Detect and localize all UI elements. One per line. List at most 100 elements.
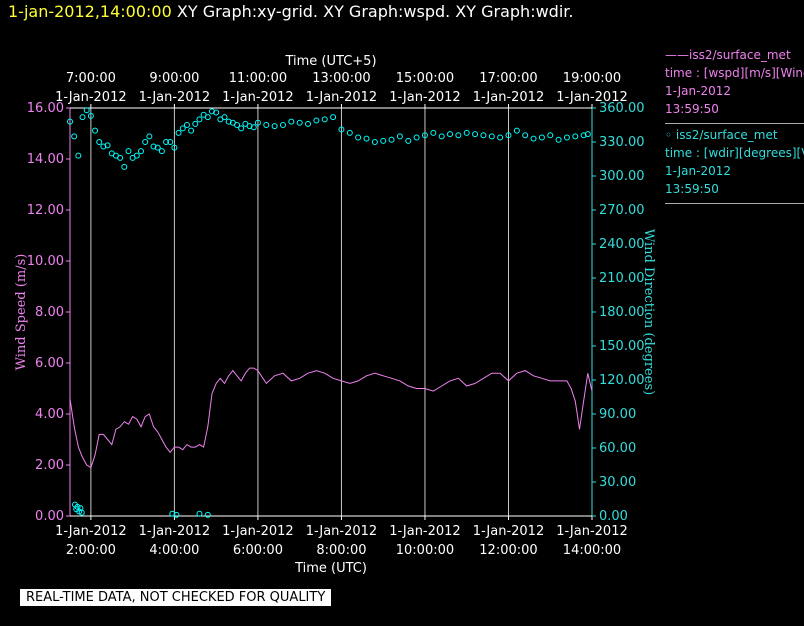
- wdir-point-21: [154, 144, 161, 151]
- legend-wspd-series-name: iss2/surface_met: [689, 48, 791, 62]
- right-tick-label-6: 180.00: [599, 305, 645, 320]
- wdir-point-19: [146, 133, 153, 140]
- right-tick-label-4: 120.00: [599, 373, 645, 388]
- top-tick-time-2: 11:00:00: [229, 71, 287, 86]
- wdir-point-77: [522, 132, 529, 139]
- wdir-point-20: [150, 143, 157, 150]
- top-tick-date-0: 1-Jan-2012: [55, 90, 127, 105]
- wdir-point-8: [100, 143, 107, 150]
- top-tick-time-6: 19:00:00: [563, 71, 621, 86]
- right-tick-label-1: 30.00: [599, 475, 636, 490]
- bottom-tick-date-5: 1-Jan-2012: [473, 524, 545, 539]
- wdir-point-76: [513, 127, 520, 134]
- wdir-point-1: [71, 133, 78, 140]
- bottom-tick-date-2: 1-Jan-2012: [222, 524, 294, 539]
- left-tick-label-1: 2.00: [35, 458, 64, 473]
- quality-notice: REAL-TIME DATA, NOT CHECKED FOR QUALITY: [20, 589, 332, 606]
- top-tick-time-1: 9:00:00: [149, 71, 199, 86]
- wdir-outlier-point-8: [196, 510, 203, 517]
- top-tick-time-5: 17:00:00: [479, 71, 537, 86]
- wdir-point-2: [75, 152, 82, 159]
- wdir-point-17: [137, 148, 144, 155]
- right-tick-label-7: 210.00: [599, 271, 645, 286]
- legend-wdir-date: 1-Jan-2012: [665, 164, 731, 178]
- wdir-point-81: [555, 136, 562, 143]
- wdir-point-74: [497, 134, 504, 141]
- left-tick-label-8: 16.00: [27, 101, 64, 116]
- wdir-point-37: [221, 114, 228, 121]
- wdir-point-35: [213, 109, 220, 116]
- wdir-point-38: [225, 118, 232, 125]
- legend-wdir-series-name: iss2/surface_met: [675, 128, 778, 142]
- wdir-point-50: [296, 119, 303, 126]
- wdir-point-47: [271, 123, 278, 130]
- legend-entry-wspd: ——iss2/surface_met time : [wspd][m/s][Wi…: [665, 46, 804, 124]
- wdir-point-14: [125, 148, 132, 155]
- wdir-point-13: [121, 163, 128, 170]
- wdir-point-4: [83, 107, 90, 114]
- left-axis-ticks: 0.00 2.00 4.00 6.00 8.00 10.00 12.00 14.00 16.00: [27, 101, 70, 524]
- wdir-point-49: [288, 118, 295, 125]
- legend-line-swatch: ——: [665, 48, 689, 62]
- header-timestamp: 1-jan-2012,14:00:00: [8, 2, 172, 21]
- right-tick-label-12: 360.00: [599, 101, 645, 116]
- wdir-point-67: [438, 133, 445, 140]
- legend-wdir-field: time : [wdir][degrees][V: [665, 146, 804, 160]
- bottom-tick-time-6: 14:00:00: [563, 543, 621, 558]
- header-graph-list: XY Graph:xy-grid. XY Graph:wspd. XY Grap…: [176, 2, 574, 21]
- wdir-point-80: [547, 132, 554, 139]
- wdir-point-70: [463, 129, 470, 136]
- top-tick-date-5: 1-Jan-2012: [473, 90, 545, 105]
- bottom-tick-date-4: 1-Jan-2012: [389, 524, 461, 539]
- bottom-tick-time-0: 2:00:00: [66, 543, 116, 558]
- right-tick-label-0: 0.00: [599, 509, 628, 524]
- wdir-point-61: [388, 136, 395, 143]
- wdir-point-58: [363, 135, 370, 142]
- top-tick-date-6: 1-Jan-2012: [556, 90, 628, 105]
- wdir-point-53: [321, 116, 328, 123]
- wdir-point-55: [338, 126, 345, 133]
- wdir-point-12: [117, 154, 124, 161]
- wdir-point-6: [92, 127, 99, 134]
- wdir-point-65: [421, 132, 428, 139]
- wdir-point-62: [396, 133, 403, 140]
- bottom-tick-time-5: 12:00:00: [479, 543, 537, 558]
- wdir-point-84: [580, 132, 587, 139]
- wdir-point-24: [167, 139, 174, 145]
- wdir-point-41: [238, 125, 245, 132]
- left-tick-label-7: 14.00: [27, 152, 64, 167]
- wdir-point-64: [413, 134, 420, 141]
- left-tick-label-2: 4.00: [35, 407, 64, 422]
- wdir-point-22: [158, 148, 165, 155]
- wdir-point-26: [175, 129, 182, 136]
- right-tick-label-3: 90.00: [599, 407, 636, 422]
- right-axis-label: Wind Direction (degrees): [641, 229, 656, 395]
- wdir-point-52: [313, 117, 320, 124]
- wdir-point-5: [87, 112, 94, 119]
- top-tick-time-4: 15:00:00: [396, 71, 454, 86]
- right-axis-ticks: 0.00 30.00 60.00 90.00 120.00 150.00 180.00 210…: [592, 101, 645, 524]
- wdir-outlier-point-7: [173, 511, 180, 518]
- bottom-tick-time-3: 8:00:00: [316, 543, 366, 558]
- wdir-point-72: [480, 132, 487, 139]
- wspd-line: [69, 367, 593, 469]
- bottom-axis-label: Time (UTC): [294, 561, 367, 576]
- wdir-point-45: [254, 119, 261, 126]
- top-tick-time-3: 13:00:00: [312, 71, 370, 86]
- wdir-point-51: [305, 120, 312, 127]
- wdir-point-3: [79, 114, 86, 121]
- wdir-point-78: [530, 135, 537, 142]
- wdir-point-25: [171, 144, 178, 151]
- wdir-point-57: [355, 134, 362, 141]
- wdir-point-69: [455, 132, 462, 139]
- top-tick-date-1: 1-Jan-2012: [139, 90, 211, 105]
- bottom-tick-date-1: 1-Jan-2012: [139, 524, 211, 539]
- top-tick-time-0: 7:00:00: [66, 71, 116, 86]
- top-tick-date-4: 1-Jan-2012: [389, 90, 461, 105]
- wdir-point-63: [405, 137, 412, 144]
- wdir-point-29: [188, 127, 195, 134]
- wdir-point-0: [67, 118, 73, 125]
- wdir-point-68: [447, 131, 454, 138]
- legend-entry-wdir: ◦ iss2/surface_met time : [wdir][degrees…: [665, 126, 804, 204]
